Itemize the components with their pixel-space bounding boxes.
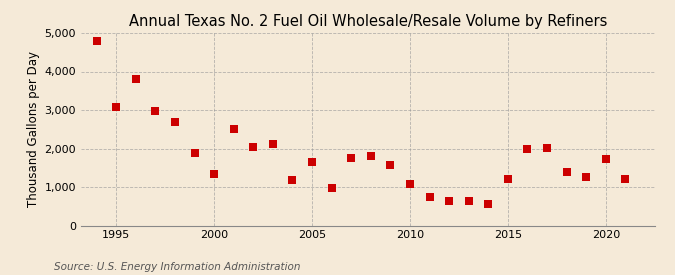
Point	[522, 146, 533, 151]
Point	[561, 170, 572, 175]
Point	[483, 202, 493, 206]
Point	[169, 120, 180, 125]
Point	[424, 195, 435, 200]
Point	[189, 151, 200, 155]
Text: Source: U.S. Energy Information Administration: Source: U.S. Energy Information Administ…	[54, 262, 300, 272]
Point	[600, 157, 611, 161]
Point	[346, 156, 356, 160]
Point	[130, 77, 141, 81]
Point	[620, 177, 630, 182]
Point	[91, 39, 102, 43]
Point	[385, 163, 396, 167]
Point	[306, 160, 317, 164]
Y-axis label: Thousand Gallons per Day: Thousand Gallons per Day	[28, 51, 40, 207]
Point	[248, 144, 259, 149]
Point	[267, 142, 278, 146]
Point	[209, 171, 219, 176]
Point	[502, 177, 513, 182]
Point	[111, 105, 122, 109]
Title: Annual Texas No. 2 Fuel Oil Wholesale/Resale Volume by Refiners: Annual Texas No. 2 Fuel Oil Wholesale/Re…	[129, 14, 607, 29]
Point	[541, 145, 552, 150]
Point	[580, 175, 591, 179]
Point	[443, 199, 454, 203]
Point	[150, 109, 161, 113]
Point	[463, 199, 474, 203]
Point	[228, 127, 239, 131]
Point	[404, 182, 415, 186]
Point	[365, 154, 376, 158]
Point	[326, 186, 337, 190]
Point	[287, 178, 298, 182]
